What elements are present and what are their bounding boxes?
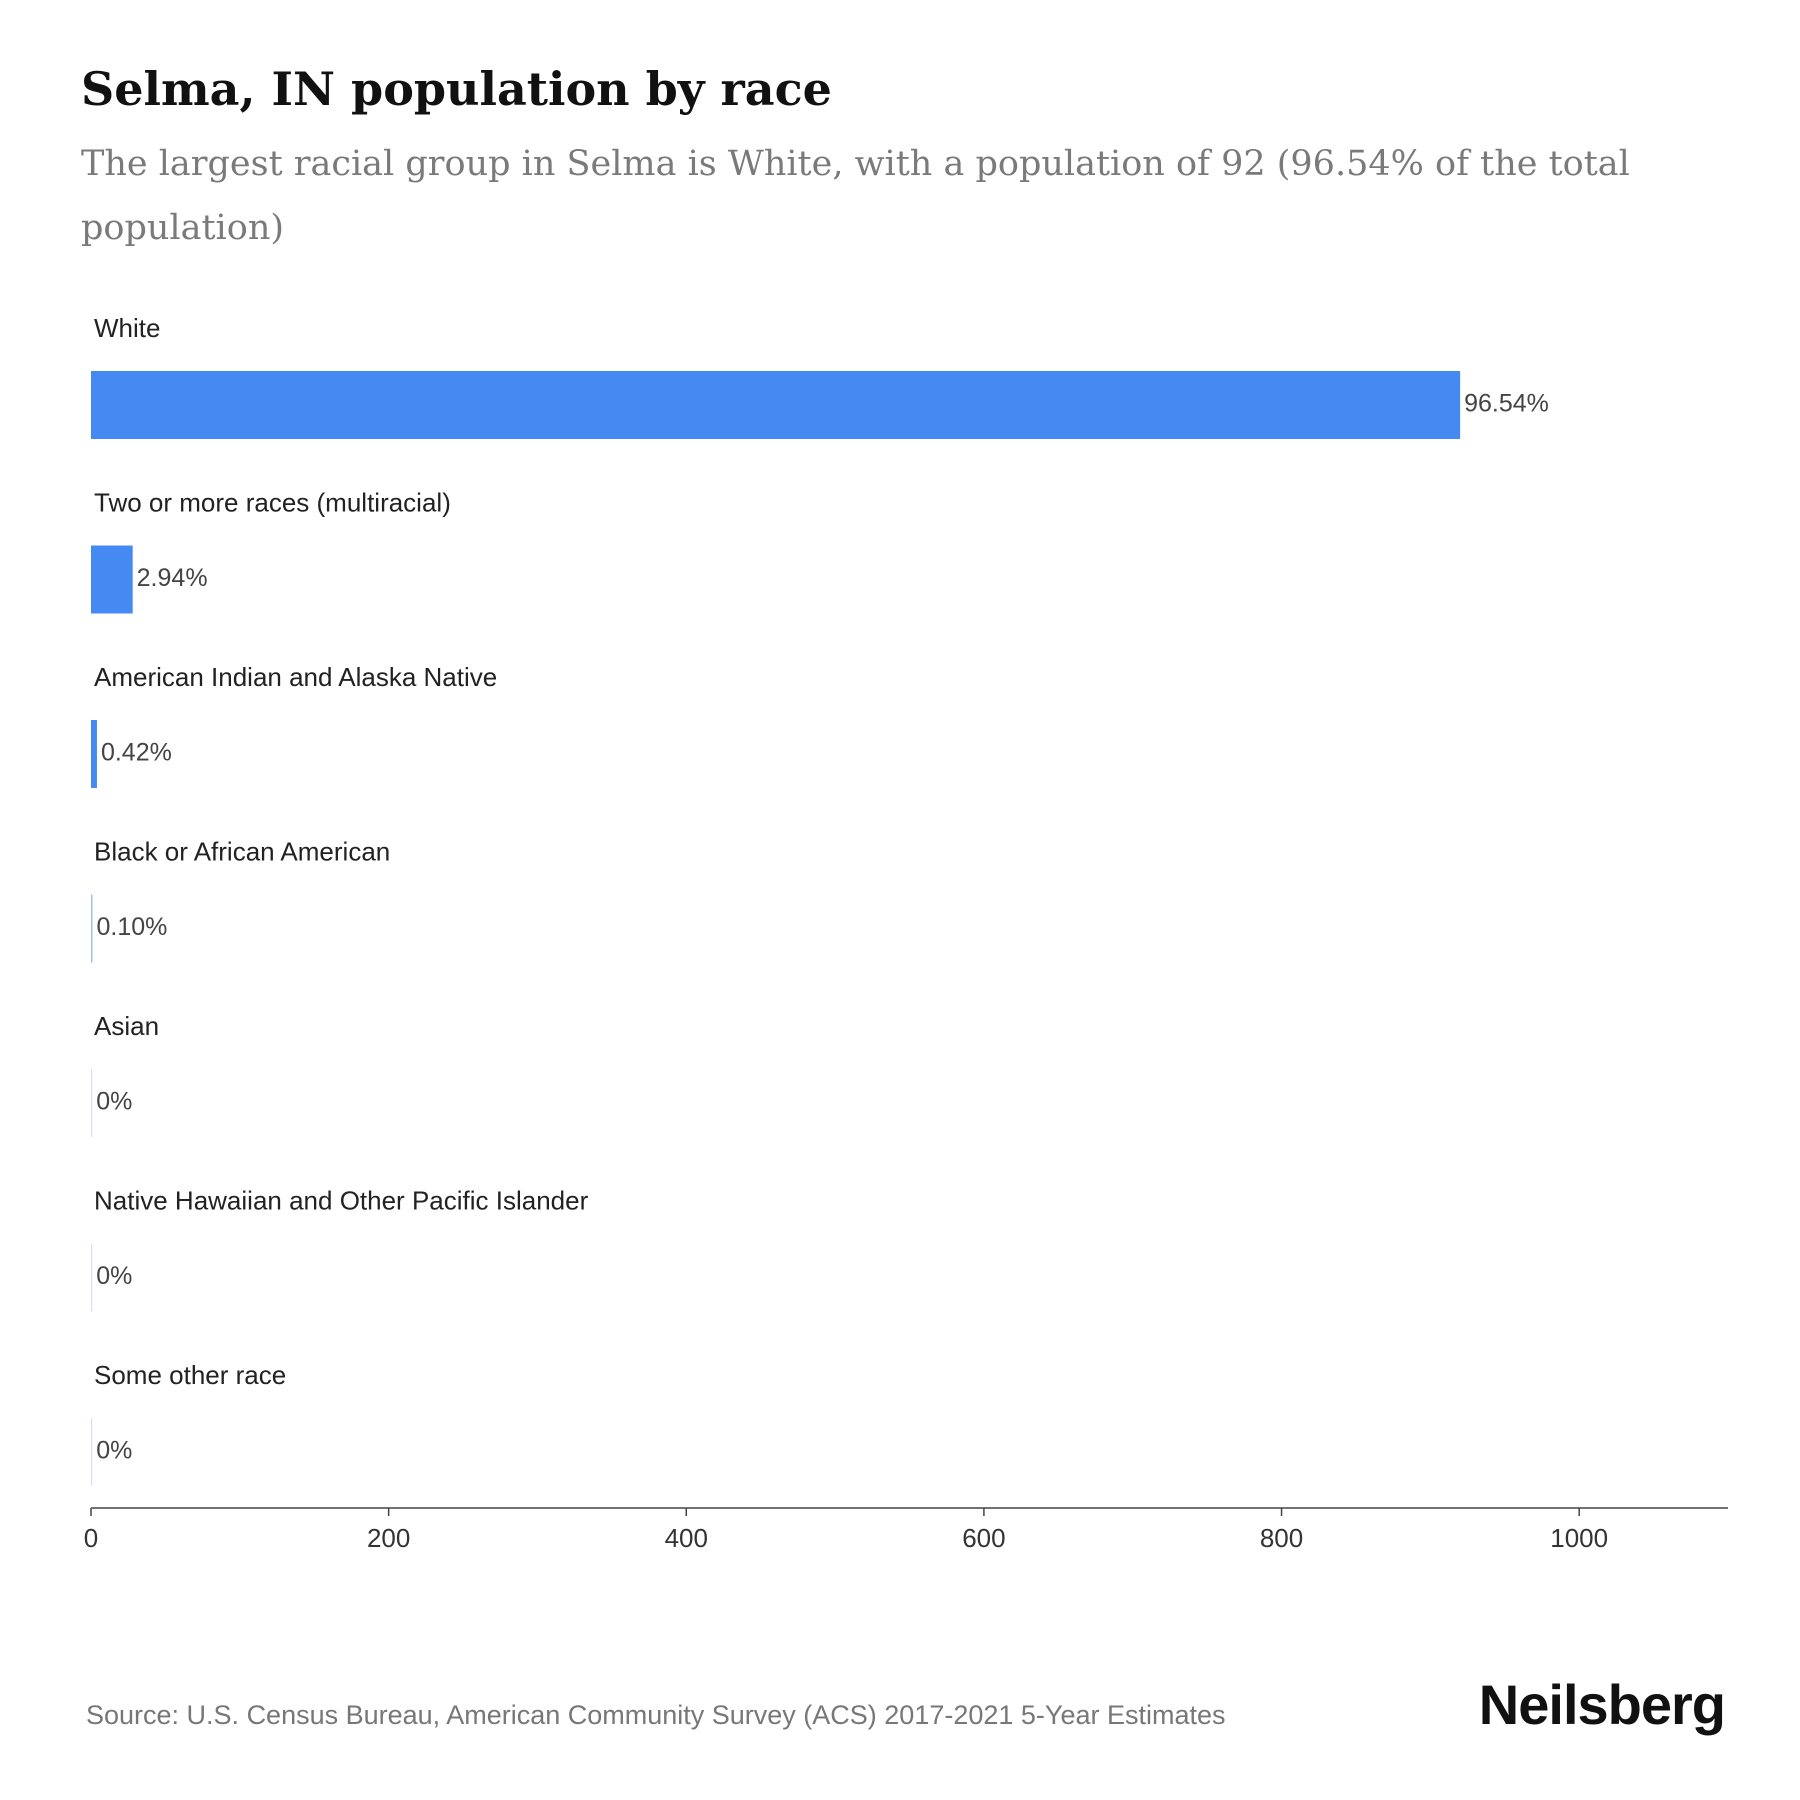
x-tick-label: 1000 (1550, 1523, 1608, 1553)
category-label: Native Hawaiian and Other Pacific Island… (94, 1185, 589, 1215)
data-label: 0.10% (96, 913, 167, 941)
data-label: 0% (96, 1437, 132, 1465)
chart-subtitle: The largest racial group in Selma is Whi… (81, 144, 1630, 248)
bar (91, 720, 97, 788)
x-tick-label: 0 (84, 1523, 98, 1553)
bar (91, 1243, 93, 1312)
data-label: 2.94% (137, 564, 208, 592)
x-axis: 0 200 400 600 800 1000 (84, 1507, 1728, 1553)
x-tick-label: 600 (962, 1523, 1005, 1553)
category-label: Some other race (94, 1360, 286, 1390)
x-tick-label: 200 (367, 1523, 410, 1553)
bar (91, 894, 93, 963)
bar-chart: White 96.54% Two or more races (multiracia… (84, 313, 1728, 1553)
bars-layer: White 96.54% Two or more races (multiracia… (91, 313, 1549, 1486)
category-label: Two or more races (multiracial) (94, 487, 451, 517)
brand-logo: Neilsberg (1478, 1673, 1726, 1736)
data-label: 0.42% (101, 739, 172, 767)
category-label: Asian (94, 1011, 159, 1041)
category-label: Black or African American (94, 836, 390, 866)
data-label: 0% (96, 1262, 132, 1290)
category-label: American Indian and Alaska Native (94, 662, 497, 692)
bar (91, 1069, 93, 1137)
data-label: 96.54% (1464, 390, 1549, 418)
chart-title: Selma, IN population by race (81, 62, 832, 116)
data-label: 0% (96, 1088, 132, 1116)
x-tick-label: 800 (1260, 1523, 1303, 1553)
bar (91, 545, 133, 614)
category-label: White (94, 313, 160, 343)
bar (91, 371, 1461, 439)
x-tick-label: 400 (665, 1523, 708, 1553)
bar (91, 1418, 93, 1486)
source-note: Source: U.S. Census Bureau, American Com… (86, 1700, 1226, 1730)
